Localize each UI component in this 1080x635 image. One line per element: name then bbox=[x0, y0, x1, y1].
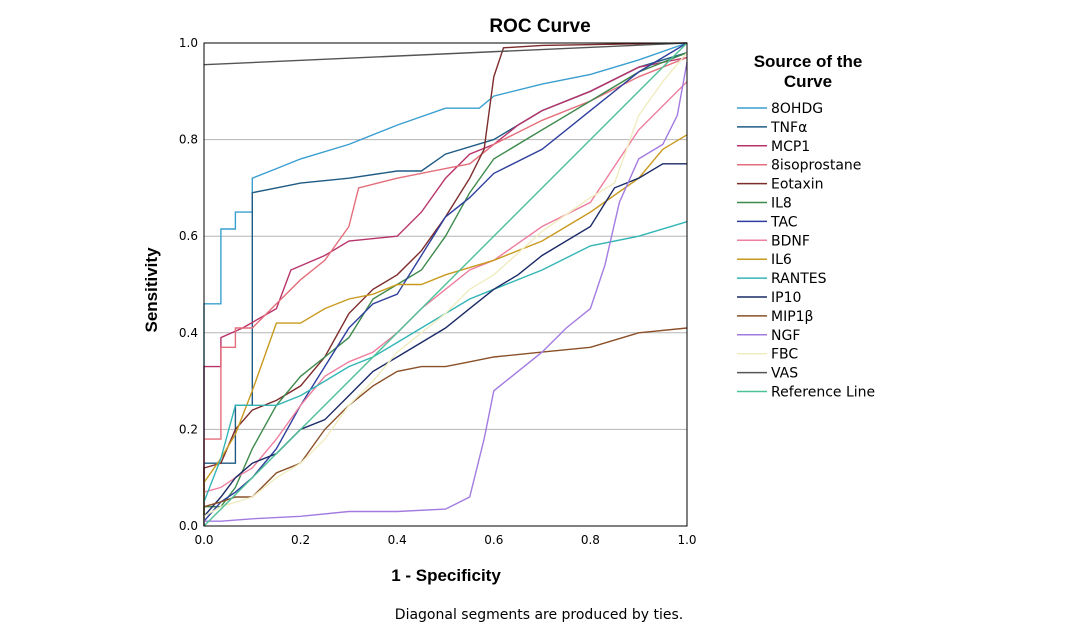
legend-label: TAC bbox=[770, 214, 798, 230]
legend-label: 8OHDG bbox=[771, 101, 823, 117]
plot-series bbox=[203, 42, 688, 527]
legend-label: Eotaxin bbox=[771, 177, 824, 193]
legend-label: TNFα bbox=[770, 120, 807, 136]
y-axis-ticks: 0.0 0.2 0.4 0.6 0.8 1.0 bbox=[179, 36, 198, 533]
y-tick-label: 0.8 bbox=[179, 133, 198, 147]
legend-title-line-2: Curve bbox=[784, 72, 832, 91]
y-tick-label: 0.0 bbox=[179, 519, 198, 533]
legend-label: 8isoprostane bbox=[771, 158, 861, 174]
legend-label: NGF bbox=[771, 328, 800, 344]
series-line-fbc bbox=[203, 52, 688, 526]
plot-frame bbox=[203, 42, 688, 527]
legend-title-line-1: Source of the bbox=[754, 52, 863, 71]
legend-label: MCP1 bbox=[771, 139, 810, 155]
series-line-mip1- bbox=[203, 327, 688, 526]
series-line-reference-line bbox=[203, 42, 688, 527]
series-line-vas bbox=[203, 42, 688, 66]
x-axis-ticks: 0.0 0.2 0.4 0.6 0.8 1.0 bbox=[194, 533, 696, 547]
legend-label: MIP1β bbox=[771, 309, 814, 325]
series-line-mcp1 bbox=[203, 56, 688, 526]
y-tick-label: 0.4 bbox=[179, 326, 198, 340]
x-tick-label: 0.0 bbox=[194, 533, 213, 547]
series-line-ip10 bbox=[203, 163, 687, 526]
x-tick-label: 0.8 bbox=[581, 533, 600, 547]
y-tick-label: 0.6 bbox=[179, 229, 198, 243]
legend-label: IP10 bbox=[771, 290, 801, 306]
x-tick-label: 0.2 bbox=[291, 533, 310, 547]
chart-footnote: Diagonal segments are produced by ties. bbox=[395, 607, 683, 623]
series-line-tac bbox=[203, 42, 688, 526]
series-line-ngf bbox=[203, 62, 688, 526]
series-line-il6 bbox=[203, 134, 688, 526]
x-tick-label: 0.4 bbox=[388, 533, 407, 547]
legend: 8OHDG TNFα MCP1 8isoprostane Eotaxin IL8 TAC BD… bbox=[737, 101, 875, 401]
legend-label: RANTES bbox=[771, 271, 827, 287]
legend-label: FBC bbox=[771, 347, 798, 363]
series-line-8isoprostane bbox=[203, 56, 688, 526]
y-tick-label: 1.0 bbox=[179, 36, 198, 50]
series-line-il8 bbox=[203, 52, 688, 526]
y-tick-label: 0.2 bbox=[179, 422, 198, 436]
series-line-8ohdg bbox=[203, 42, 688, 526]
series-line-rantes bbox=[203, 221, 688, 526]
series-line-eotaxin bbox=[203, 42, 688, 526]
legend-label: IL8 bbox=[771, 196, 792, 212]
y-axis-title: Sensitivity bbox=[142, 247, 161, 333]
x-tick-label: 1.0 bbox=[677, 533, 696, 547]
legend-label: IL6 bbox=[771, 252, 792, 268]
x-axis-title: 1 - Specificity bbox=[391, 566, 501, 585]
legend-label: VAS bbox=[771, 366, 798, 382]
legend-label: BDNF bbox=[771, 233, 810, 249]
legend-label: Reference Line bbox=[771, 385, 875, 401]
x-tick-label: 0.6 bbox=[484, 533, 503, 547]
chart-title: ROC Curve bbox=[489, 16, 590, 37]
